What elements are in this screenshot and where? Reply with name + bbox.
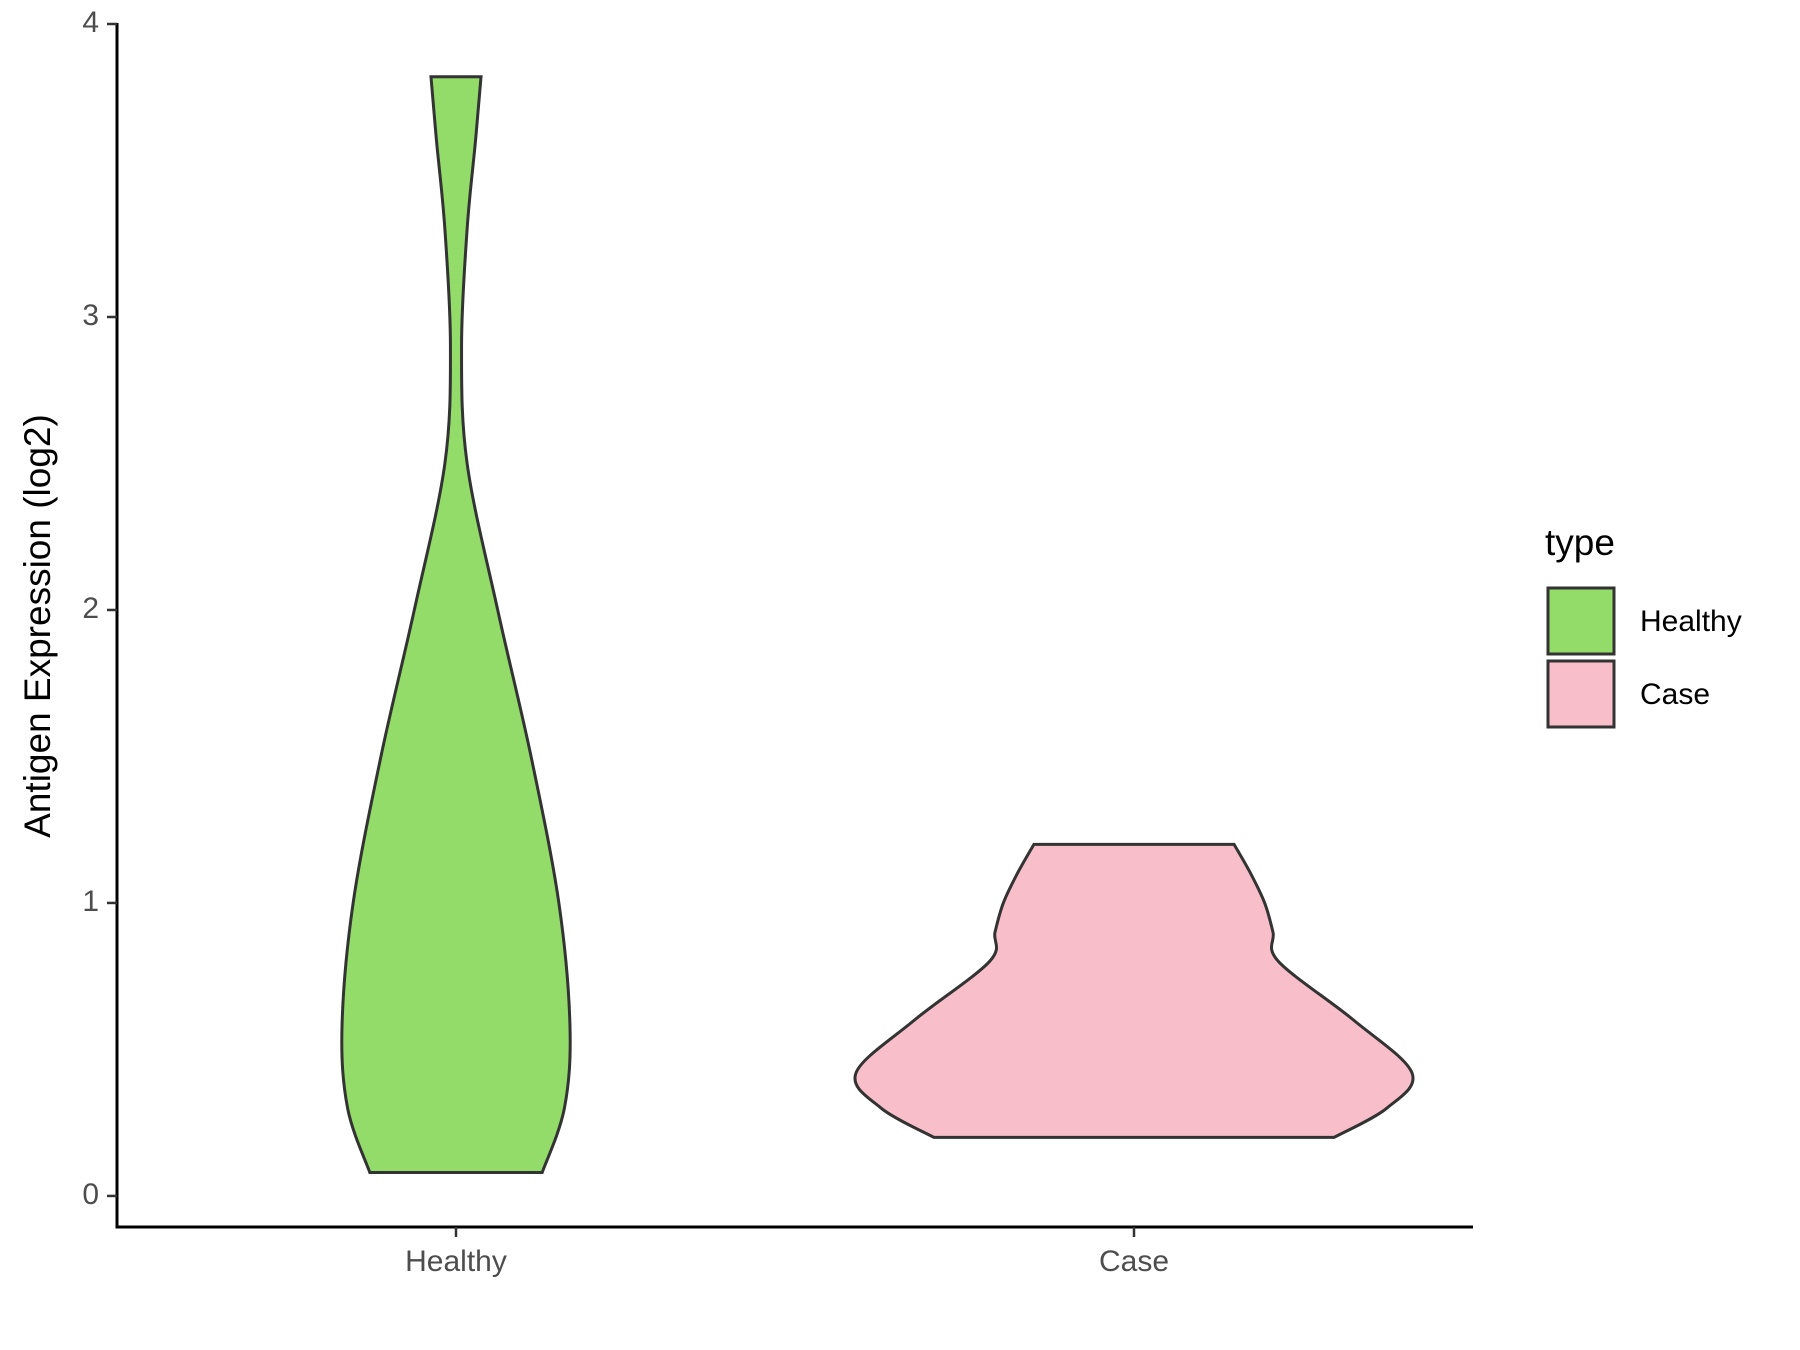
legend-swatch <box>1546 659 1616 729</box>
legend-swatch <box>1546 586 1616 656</box>
violin <box>853 842 1415 1139</box>
y-tick-label: 2 <box>82 592 99 625</box>
y-tick-label: 0 <box>82 1178 99 1211</box>
y-tick-label: 1 <box>82 885 99 918</box>
legend-title: type <box>1545 522 1615 563</box>
y-tick-label: 3 <box>82 299 99 332</box>
violin <box>340 75 572 1174</box>
y-axis-label: Antigen Expression (log2) <box>17 414 58 838</box>
x-tick-label: Healthy <box>405 1245 507 1278</box>
y-tick-label: 4 <box>82 6 99 39</box>
legend-label: Case <box>1640 678 1710 711</box>
x-tick-label: Case <box>1099 1245 1169 1278</box>
legend-label: Healthy <box>1640 605 1742 638</box>
